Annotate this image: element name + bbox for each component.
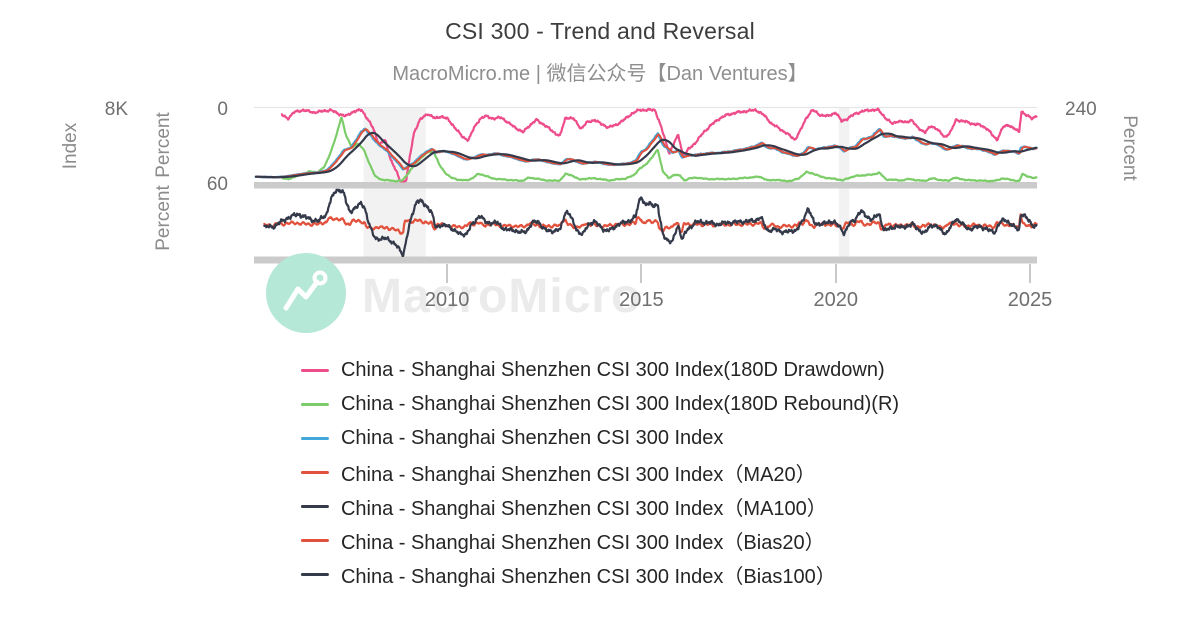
axis-bar <box>254 182 1037 189</box>
legend-swatch-bias100 <box>300 572 329 576</box>
legend-item-ma20[interactable]: China - Shanghai Shenzhen CSI 300 Index（… <box>300 455 899 489</box>
watermark-text: MacroMicro <box>362 270 641 323</box>
chart-legend: China - Shanghai Shenzhen CSI 300 Index(… <box>300 353 900 591</box>
series-drawdown_180d <box>280 107 1038 183</box>
series-bias100 <box>263 188 1038 257</box>
legend-swatch-ma100 <box>300 504 329 508</box>
axis-bar <box>254 256 1037 264</box>
series-rebound_180d <box>280 116 1038 183</box>
legend-swatch-drawdown <box>300 368 329 372</box>
y-axis-tick-240: 240 <box>1065 99 1097 120</box>
legend-swatch-rebound <box>300 402 329 406</box>
legend-swatch-bias20 <box>300 538 329 542</box>
y-axis-tick-0: 0 <box>217 99 228 120</box>
legend-label: China - Shanghai Shenzhen CSI 300 Index（… <box>340 497 827 520</box>
legend-label: China - Shanghai Shenzhen CSI 300 Index(… <box>340 392 900 415</box>
watermark-logo <box>266 253 346 333</box>
legend-label: China - Shanghai Shenzhen CSI 300 Index（… <box>340 463 816 486</box>
legend-label: China - Shanghai Shenzhen CSI 300 Index（… <box>340 565 836 588</box>
chart-subtitle: MacroMicro.me | 微信公众号【Dan Ventures】 <box>392 63 808 85</box>
legend-label: China - Shanghai Shenzhen CSI 300 Index(… <box>340 358 885 381</box>
legend-item-drawdown[interactable]: China - Shanghai Shenzhen CSI 300 Index(… <box>300 353 899 387</box>
legend-item-bias20[interactable]: China - Shanghai Shenzhen CSI 300 Index（… <box>300 523 899 557</box>
legend-item-rebound[interactable]: China - Shanghai Shenzhen CSI 300 Index(… <box>300 387 900 421</box>
legend-swatch-ma20 <box>300 470 329 474</box>
legend-swatch-index <box>300 436 329 440</box>
legend-item-ma100[interactable]: China - Shanghai Shenzhen CSI 300 Index（… <box>300 489 899 523</box>
legend-label: China - Shanghai Shenzhen CSI 300 Index <box>340 426 724 449</box>
legend-item-bias100[interactable]: China - Shanghai Shenzhen CSI 300 Index（… <box>300 557 899 591</box>
y-axis-tick-8k: 8K <box>104 99 128 120</box>
legend-label: China - Shanghai Shenzhen CSI 300 Index（… <box>340 531 825 554</box>
page-title: CSI 300 - Trend and Reversal <box>445 18 755 44</box>
series-ma100 <box>254 131 1038 179</box>
y-axis-tick-60: 60 <box>206 174 228 195</box>
legend-item-index[interactable]: China - Shanghai Shenzhen CSI 300 Index <box>300 421 899 455</box>
